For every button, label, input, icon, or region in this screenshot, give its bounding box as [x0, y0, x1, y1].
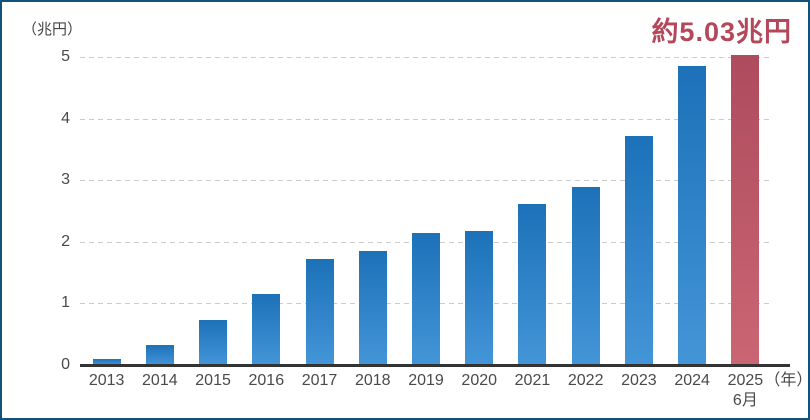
- bar-2017: [305, 259, 334, 365]
- y-tick-label-5: 5: [61, 48, 70, 65]
- gridline-3: [80, 180, 772, 182]
- bar-2014: [145, 345, 174, 365]
- x-tick-label-2018: 2018: [354, 372, 391, 389]
- bar-2021: [518, 203, 547, 365]
- bar-2016: [252, 294, 281, 365]
- y-axis-unit-label: （兆円）: [22, 21, 83, 38]
- x-tick-label-2019: 2019: [408, 372, 444, 389]
- x-tick-year: 2025: [727, 372, 764, 389]
- highlight-value-annotation: 約5.03兆円: [651, 17, 792, 47]
- x-tick-sub-label: 6月: [732, 392, 758, 409]
- x-tick-label-2024: 2024: [674, 372, 710, 389]
- bar-2022: [571, 186, 600, 365]
- bar-2024: [678, 66, 707, 365]
- x-tick-label-2020: 2020: [461, 372, 498, 389]
- x-tick-label-2017: 2017: [301, 372, 338, 389]
- x-tick-label-2022: 2022: [567, 372, 604, 389]
- y-tick-label-1: 1: [61, 294, 70, 312]
- y-tick-label-4: 4: [61, 109, 70, 127]
- bar-2020: [465, 230, 494, 365]
- gridline-5: [80, 57, 772, 58]
- x-axis-unit-suffix: （年）: [764, 372, 810, 389]
- y-tick-label-0: 0: [61, 356, 70, 373]
- x-tick-label-2021: 2021: [514, 372, 551, 389]
- bar-2013: [92, 358, 121, 365]
- x-tick-label-2014: 2014: [142, 372, 178, 389]
- bar-2025: [731, 55, 760, 365]
- y-tick-label-2: 2: [61, 232, 70, 250]
- bar-2023: [624, 135, 653, 365]
- bar-2015: [199, 320, 228, 365]
- x-axis: 2013 2014 2015 2016 2017 2018 2019 2020 2021 2022…: [80, 371, 808, 415]
- x-tick-label-2025: 2025 （年） 6月: [719, 371, 808, 411]
- y-tick-label-3: 3: [61, 171, 70, 189]
- x-tick-label-2015: 2015: [195, 372, 231, 389]
- plot-area: [80, 55, 772, 365]
- gridline-4: [80, 118, 772, 120]
- x-tick-label-2013: 2013: [88, 372, 125, 389]
- x-tick-label-2023: 2023: [621, 372, 657, 389]
- x-tick-label-2016: 2016: [248, 372, 285, 389]
- bar-2019: [412, 232, 440, 365]
- x-axis-line: [80, 364, 790, 367]
- bar-2018: [358, 251, 387, 365]
